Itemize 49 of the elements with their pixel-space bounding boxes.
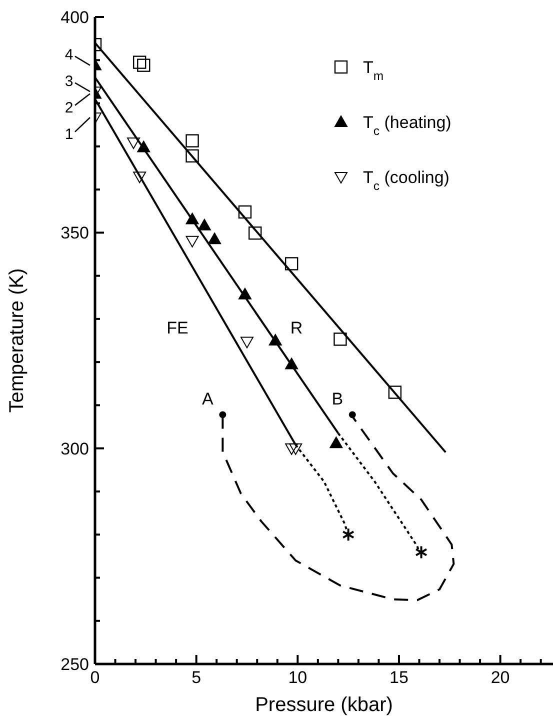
point [186, 236, 199, 248]
point [208, 232, 222, 244]
x-tick-label: 20 [490, 668, 510, 687]
point [137, 58, 150, 72]
legend-label: T$_{c}$ (cooling) [363, 168, 450, 193]
point [334, 332, 347, 346]
point [285, 443, 298, 455]
point [330, 436, 343, 448]
annotation: 4 [64, 46, 74, 64]
point [137, 140, 150, 152]
annotation: FE [166, 318, 188, 338]
point [415, 545, 428, 560]
annotation: 2 [64, 100, 74, 117]
y-tick-label: 400 [60, 8, 89, 27]
y-tick-label: 300 [60, 439, 89, 458]
x-tick-label: 0 [90, 668, 100, 687]
y-axis-title: Temperature (K) [6, 268, 28, 413]
x-tick-label: 10 [288, 668, 308, 687]
point [127, 138, 140, 150]
point [186, 134, 199, 148]
point [238, 288, 252, 300]
point [285, 358, 298, 370]
point [268, 334, 282, 346]
point [248, 226, 262, 240]
y-tick-label: 250 [60, 654, 89, 674]
point [219, 411, 226, 418]
legend-label: T$_{m}$ [363, 58, 384, 83]
point [133, 172, 146, 184]
x-axis-title: Pressure (kbar) [255, 694, 393, 716]
annotation: A [202, 390, 214, 409]
point [284, 257, 298, 270]
y-tick-label: 350 [60, 224, 89, 243]
annotation: 3 [64, 73, 74, 90]
x-tick-label: 5 [192, 668, 202, 687]
point [132, 56, 146, 69]
point [388, 386, 402, 399]
point [240, 336, 254, 348]
annotation: B [332, 390, 344, 409]
point [342, 528, 355, 542]
point [186, 212, 199, 224]
point [289, 443, 302, 455]
point [198, 218, 211, 230]
annotation: 1 [64, 126, 74, 144]
point [238, 205, 252, 219]
point [348, 411, 356, 418]
legend-label: T$_{c}$ (heating) [363, 112, 452, 138]
x-tick-label: 15 [390, 668, 408, 687]
point [186, 149, 199, 162]
annotation: R [290, 318, 303, 338]
